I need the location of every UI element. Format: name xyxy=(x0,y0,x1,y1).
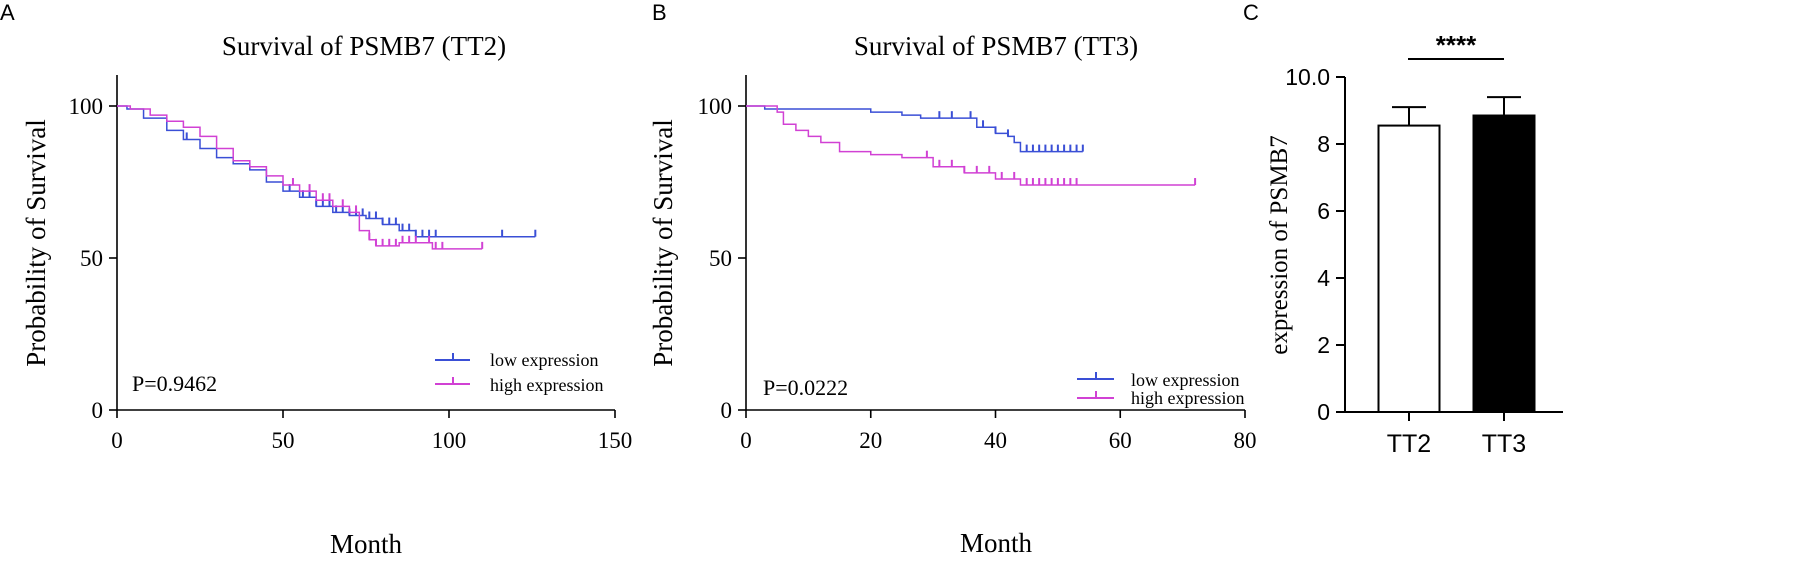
km-curve-b-0 xyxy=(746,105,1083,153)
y-tick-label-b-2: 100 xyxy=(698,94,733,119)
y-tick-label-a-2: 100 xyxy=(69,94,104,119)
km-curve-b-1 xyxy=(746,105,1196,186)
title-a: Survival of PSMB7 (TT2) xyxy=(222,31,506,61)
panel-c: C expression of PSMB7 0 2 4 6 8 10.0 TT2 TT3 *… xyxy=(1243,0,1563,458)
y-tick-label-c-4: 8 xyxy=(1317,131,1330,157)
pvalue-b: P=0.0222 xyxy=(763,375,848,400)
significance-label: **** xyxy=(1436,30,1477,60)
bar-category-label-TT2: TT2 xyxy=(1387,430,1431,458)
y-tick-label-b-1: 50 xyxy=(709,246,732,271)
x-tick-label-b-2: 40 xyxy=(984,428,1007,453)
legend-b: low expression high expression xyxy=(1077,370,1244,408)
panel-b: B Survival of PSMB7 (TT3) Probability of… xyxy=(648,0,1257,558)
bars-c: TT2 TT3 xyxy=(1377,96,1536,458)
series-a xyxy=(117,105,537,250)
x-tick-label-a-3: 150 xyxy=(598,428,633,453)
panel-letter-c: C xyxy=(1243,0,1259,25)
x-tick-label-b-4: 80 xyxy=(1234,428,1257,453)
series-b xyxy=(746,105,1197,186)
ylabel-b: Probability of Survival xyxy=(648,119,678,366)
x-tick-label-a-1: 50 xyxy=(272,428,295,453)
legend-a: low expression high expression xyxy=(435,350,603,395)
bar-TT2 xyxy=(1377,124,1441,413)
ticks-a: 0 50 100 150 0 50 100 xyxy=(69,94,633,453)
x-tick-label-a-2: 100 xyxy=(432,428,467,453)
legend-a-low-label: low expression xyxy=(490,350,598,370)
y-tick-label-c-2: 4 xyxy=(1317,265,1330,291)
y-tick-label-b-0: 0 xyxy=(721,398,733,423)
x-tick-label-b-1: 20 xyxy=(859,428,882,453)
km-curve-a-1 xyxy=(117,105,483,250)
ylabel-c: expression of PSMB7 xyxy=(1266,135,1293,354)
y-tick-label-c-5: 10.0 xyxy=(1285,64,1330,90)
x-tick-label-b-0: 0 xyxy=(740,428,752,453)
ylabel-a: Probability of Survival xyxy=(21,119,51,366)
ticks-b: 0 20 40 60 80 0 50 100 xyxy=(698,94,1257,453)
xlabel-b: Month xyxy=(960,528,1033,558)
y-tick-label-a-0: 0 xyxy=(92,398,104,423)
y-tick-label-a-1: 50 xyxy=(80,246,103,271)
panel-letter-a: A xyxy=(0,0,15,25)
km-curve-a-0 xyxy=(117,105,536,238)
pvalue-a: P=0.9462 xyxy=(132,371,217,396)
y-tick-label-c-1: 2 xyxy=(1317,332,1330,358)
title-b: Survival of PSMB7 (TT3) xyxy=(854,31,1138,61)
panel-letter-b: B xyxy=(652,0,667,25)
y-tick-label-c-0: 0 xyxy=(1317,399,1330,425)
xlabel-a: Month xyxy=(330,529,403,559)
ticks-c: 0 2 4 6 8 10.0 xyxy=(1285,64,1345,425)
legend-a-high-label: high expression xyxy=(490,375,603,395)
legend-b-high-label: high expression xyxy=(1131,388,1244,408)
y-tick-label-c-3: 6 xyxy=(1317,198,1330,224)
legend-b-low-label: low expression xyxy=(1131,370,1239,390)
x-tick-label-b-3: 60 xyxy=(1109,428,1132,453)
x-tick-label-a-0: 0 xyxy=(111,428,123,453)
bar-category-label-TT3: TT3 xyxy=(1482,430,1526,458)
bar-TT3 xyxy=(1472,114,1536,414)
panel-a: A Survival of PSMB7 (TT2) Probability of… xyxy=(0,0,632,559)
